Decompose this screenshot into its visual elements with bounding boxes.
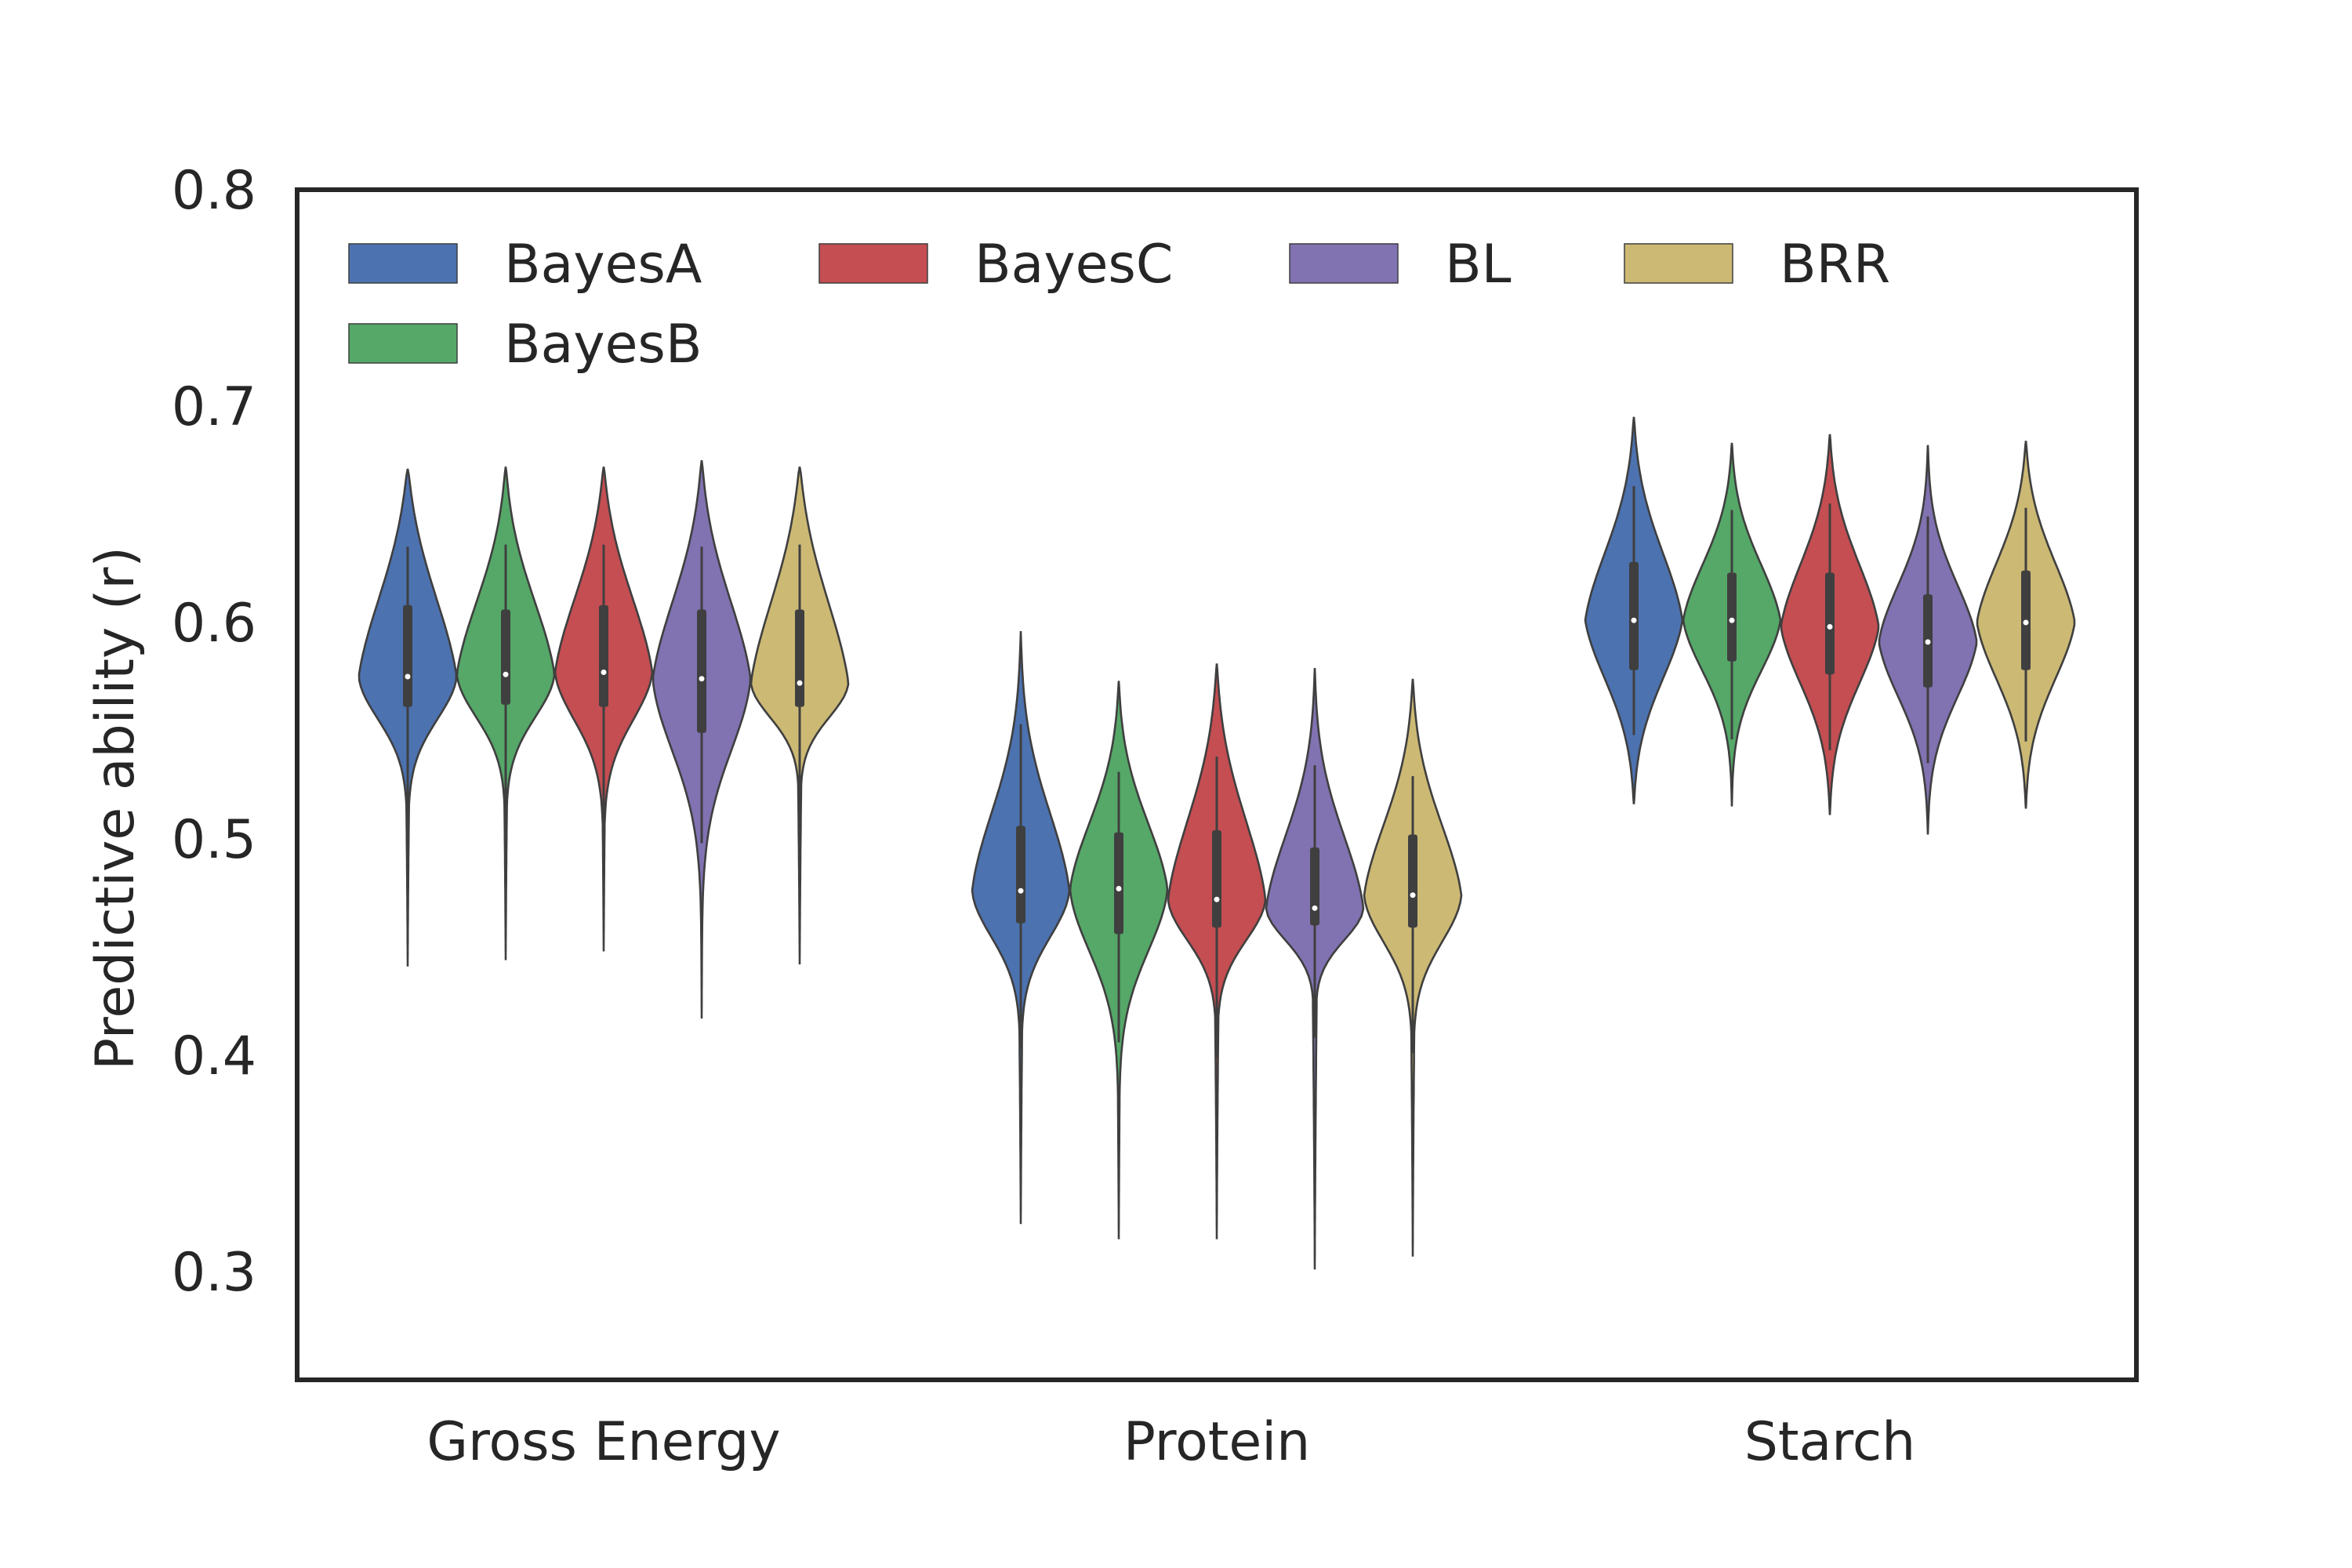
y-tick-label: 0.7 (172, 376, 256, 438)
violin-bl-gross-energy-median (699, 676, 705, 682)
violin-bayesc-starch-median (1827, 624, 1833, 630)
violin-brr-gross-energy-iqr-box (795, 609, 804, 707)
legend-label-bl: BL (1445, 234, 1512, 296)
violin-bl-gross-energy-iqr-box (697, 609, 706, 733)
plot-frame (295, 187, 2139, 1382)
violin-bayesb-gross-energy-iqr-box (501, 609, 510, 705)
violin-bayesa-gross-energy-iqr-box (403, 604, 412, 707)
violin-bayesa-gross-energy-median (405, 673, 411, 680)
violin-brr-gross-energy-median (797, 680, 803, 686)
x-tick-label-protein: Protein (1123, 1411, 1310, 1473)
x-tick-label-starch: Starch (1744, 1411, 1915, 1473)
legend-label-bayesb: BayesB (504, 314, 702, 376)
y-tick-label: 0.8 (172, 160, 256, 222)
y-tick-label: 0.3 (172, 1242, 256, 1304)
y-tick-label: 0.5 (172, 809, 256, 871)
y-tick-label: 0.4 (172, 1025, 256, 1087)
violin-bl-starch-median (1925, 639, 1931, 645)
legend-swatch-bayesb (348, 323, 458, 364)
legend-swatch-bayesa (348, 243, 458, 284)
violin-bayesc-starch-iqr-box (1825, 572, 1835, 675)
violin-bayesa-protein-median (1018, 887, 1024, 894)
legend-item-bayesb: BayesB (348, 314, 702, 376)
y-axis-ticks: 0.3 0.4 0.5 0.6 0.7 0.8 (172, 160, 256, 1304)
legend-item-brr: BRR (1624, 234, 1890, 296)
violin-bayesb-starch-iqr-box (1727, 572, 1737, 662)
violin-bayesc-gross-energy-median (601, 669, 607, 675)
legend-item-bayesc: BayesC (818, 234, 1173, 296)
x-axis-ticks: Gross Energy Protein Starch (426, 1411, 1915, 1473)
violin-bayesa-protein-iqr-box (1016, 826, 1025, 924)
violin-bayesb-starch-median (1729, 617, 1735, 623)
y-axis-label: Predictive ability (r) (85, 546, 147, 1070)
legend-swatch-bl (1289, 243, 1399, 284)
violin-bayesb-protein-iqr-box (1114, 832, 1123, 935)
legend-item-bl: BL (1289, 234, 1512, 296)
violin-bl-protein-iqr-box (1310, 848, 1319, 926)
legend-swatch-bayesc (818, 243, 928, 284)
violin-brr-protein-iqr-box (1408, 834, 1417, 928)
legend-label-brr: BRR (1780, 234, 1890, 296)
violin-bayesc-protein-iqr-box (1212, 829, 1221, 928)
violin-brr-protein-median (1410, 892, 1416, 898)
legend-label-bayesc: BayesC (975, 234, 1173, 296)
violin-bayesa-starch-iqr-box (1629, 561, 1639, 670)
violin-bl-protein-median (1312, 905, 1318, 911)
violin-bayesc-protein-median (1214, 896, 1220, 902)
violin-layer (358, 416, 2076, 1270)
violin-bayesb-gross-energy-median (503, 671, 509, 677)
legend-item-bayesa: BayesA (348, 234, 702, 296)
violin-bayesb-protein-median (1116, 885, 1122, 891)
y-tick-label: 0.6 (172, 593, 256, 655)
violin-bayesa-starch-median (1631, 617, 1637, 623)
violin-brr-starch-median (2023, 619, 2029, 626)
legend: BayesA BayesB BayesC BL BRR (348, 234, 1890, 376)
x-tick-label-gross-energy: Gross Energy (426, 1411, 780, 1473)
legend-label-bayesa: BayesA (504, 234, 702, 296)
legend-swatch-brr (1624, 243, 1733, 284)
violin-bayesc-gross-energy-iqr-box (599, 604, 608, 707)
